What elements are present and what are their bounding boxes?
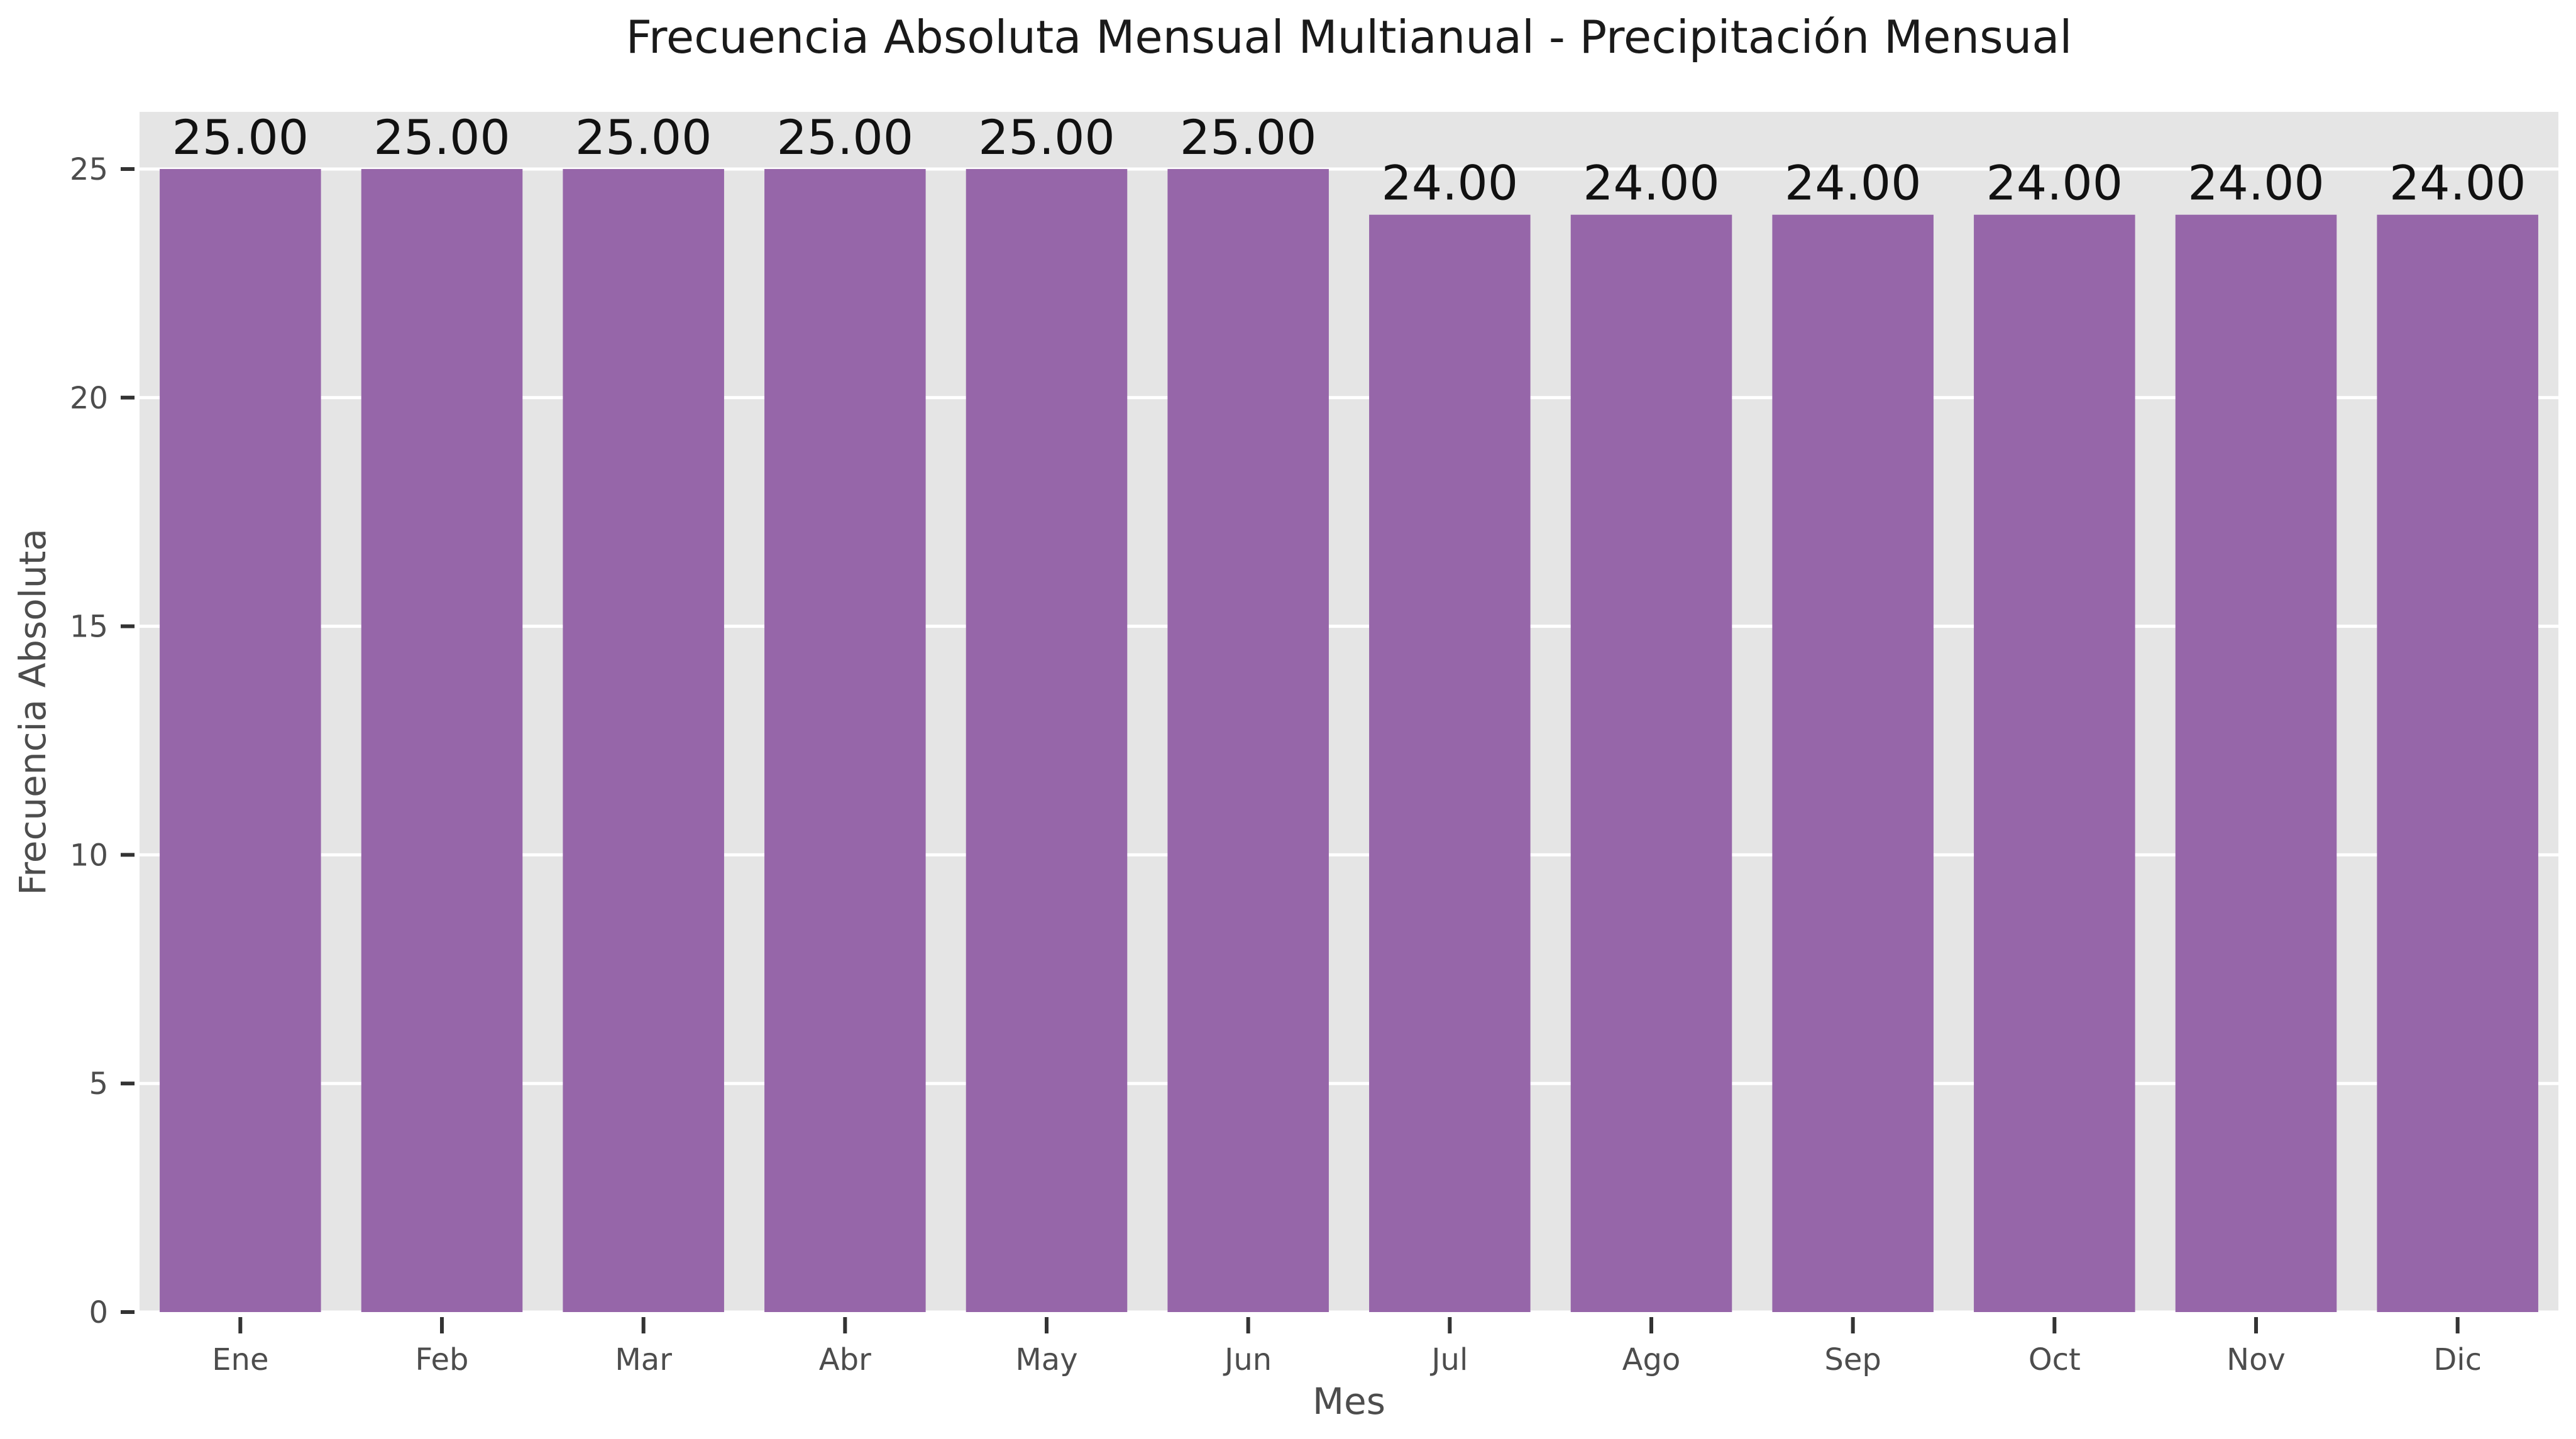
x-tick-label: Jun bbox=[1223, 1342, 1272, 1377]
bar-sep bbox=[1772, 214, 1934, 1312]
bar-jul bbox=[1369, 214, 1531, 1312]
x-tick-label: Nov bbox=[2226, 1342, 2286, 1377]
y-tick-label: 15 bbox=[70, 610, 108, 645]
bar-value-label: 25.00 bbox=[575, 109, 712, 165]
bar-mar bbox=[563, 168, 724, 1312]
x-axis-label: Mes bbox=[1313, 1380, 1385, 1423]
x-tick-label: Feb bbox=[416, 1342, 469, 1377]
bar-value-label: 24.00 bbox=[2188, 155, 2325, 211]
plot-background bbox=[140, 112, 2558, 1312]
grid-lines bbox=[140, 167, 2558, 1314]
data-labels: 25.00 25.00 25.00 25.00 25.00 25.00 24.00 24.00… bbox=[172, 109, 2526, 211]
x-tick-label: Oct bbox=[2028, 1342, 2081, 1377]
bar-value-label: 25.00 bbox=[373, 109, 510, 165]
x-tick-label: Sep bbox=[1824, 1342, 1881, 1377]
x-tick-label: Dic bbox=[2433, 1342, 2482, 1377]
bar-oct bbox=[1974, 214, 2135, 1312]
x-tick-label: Mar bbox=[615, 1342, 672, 1377]
chart-title: Frecuencia Absoluta Mensual Multianual -… bbox=[626, 11, 2072, 63]
bar-value-label: 25.00 bbox=[777, 109, 914, 165]
y-tick-label: 20 bbox=[70, 381, 108, 416]
x-tick-label: Ago bbox=[1622, 1342, 1681, 1377]
y-tick-label: 25 bbox=[70, 152, 108, 187]
bar-ene bbox=[160, 168, 321, 1312]
bar-abr bbox=[764, 168, 926, 1312]
bar-dic bbox=[2377, 214, 2538, 1312]
bar-value-label: 25.00 bbox=[978, 109, 1115, 165]
bar-value-label: 24.00 bbox=[1583, 155, 1720, 211]
y-axis-label: Frecuencia Absoluta bbox=[11, 528, 54, 895]
bar-may bbox=[966, 168, 1128, 1312]
x-tick-label: Ene bbox=[212, 1342, 268, 1377]
bars bbox=[160, 168, 2538, 1312]
x-tick-label: Jul bbox=[1429, 1342, 1468, 1377]
x-tick-label: Abr bbox=[819, 1342, 871, 1377]
bar-nov bbox=[2175, 214, 2337, 1312]
y-tick-label: 0 bbox=[89, 1295, 108, 1330]
bar-value-label: 24.00 bbox=[1785, 155, 1922, 211]
bar-feb bbox=[361, 168, 523, 1312]
bar-jun bbox=[1167, 168, 1329, 1312]
y-tick-label: 5 bbox=[89, 1066, 108, 1102]
x-axis: Ene Feb Mar Abr May Jun Jul Ago Sep Oct Nov Dic bbox=[212, 1317, 2482, 1377]
bar-ago bbox=[1570, 214, 1732, 1312]
x-tick-label: May bbox=[1015, 1342, 1077, 1377]
bar-value-label: 25.00 bbox=[1180, 109, 1317, 165]
bar-value-label: 25.00 bbox=[172, 109, 309, 165]
y-tick-label: 10 bbox=[70, 838, 108, 873]
bar-value-label: 24.00 bbox=[1382, 155, 1519, 211]
y-axis: 0 5 10 15 20 25 bbox=[70, 152, 135, 1330]
bar-value-label: 24.00 bbox=[2389, 155, 2526, 211]
bar-value-label: 24.00 bbox=[1986, 155, 2123, 211]
